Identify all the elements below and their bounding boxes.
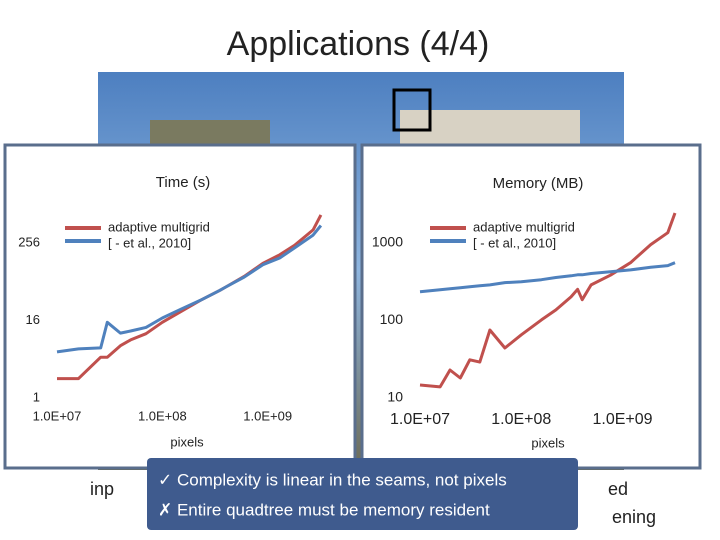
y-tick-label: 1 [33,389,40,404]
x-tick-label: 1.0E+09 [592,411,652,428]
bullet: ✗ Entire quadtree must be memory residen… [158,500,490,519]
y-tick-label: 100 [380,311,404,327]
legend-label: adaptive multigrid [108,219,210,234]
x-tick-label: 1.0E+08 [491,411,551,428]
series-line [56,224,323,354]
x-tick-label: 1.0E+07 [390,411,450,428]
hidden-text: ed [608,479,628,499]
x-tick-label: 1.0E+09 [243,408,292,423]
selection-box [392,88,432,132]
slide-title: Applications (4/4) [227,25,490,63]
chart-panel [360,143,702,470]
series-line [419,212,677,389]
chart-panel [3,143,357,470]
chart-title: Time (s) [156,174,210,191]
y-tick-label: 10 [387,389,403,405]
bullet-box [147,458,578,530]
series-line [419,261,676,294]
legend-label: adaptive multigrid [473,219,575,234]
hidden-text: inp [90,479,114,499]
x-tick-label: 1.0E+07 [33,408,82,423]
y-tick-label: 16 [26,312,40,327]
x-axis-label: pixels [531,435,565,450]
y-tick-label: 1000 [372,233,403,249]
legend-label: [ - et al., 2010] [108,235,191,250]
chart-title: Memory (MB) [493,175,584,192]
legend-label: [ - et al., 2010] [473,235,556,250]
hidden-text: ening [612,507,656,527]
bullet: ✓ Complexity is linear in the seams, not… [158,470,507,489]
x-axis-label: pixels [170,434,204,449]
y-tick-label: 256 [18,234,40,249]
x-tick-label: 1.0E+08 [138,408,187,423]
